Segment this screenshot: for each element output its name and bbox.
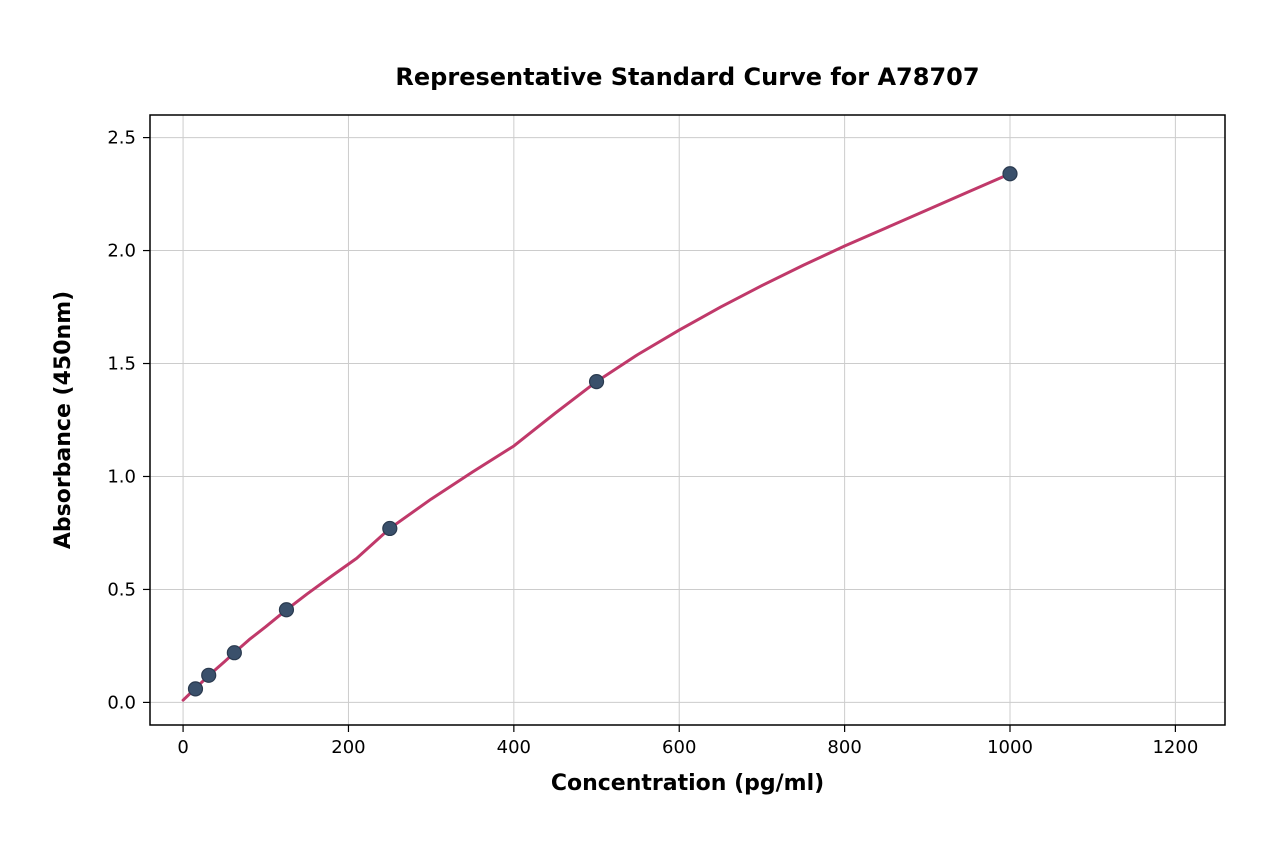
x-tick-label: 800 (827, 737, 861, 758)
data-point (383, 521, 397, 535)
data-point (227, 646, 241, 660)
y-tick-label: 1.5 (107, 354, 136, 375)
data-point (202, 668, 216, 682)
y-axis-label: Absorbance (450nm) (51, 291, 76, 549)
x-axis-label: Concentration (pg/ml) (551, 771, 824, 796)
y-tick-label: 2.0 (107, 241, 136, 262)
y-tick-label: 0.5 (107, 579, 136, 600)
standard-curve-chart: 0 200 400 600 800 1000 1200 0.0 0.5 1.0 1.5 2.0 2.5 C… (0, 0, 1280, 845)
x-tick-label: 1200 (1152, 737, 1198, 758)
data-point (188, 682, 202, 696)
x-tick-label: 600 (662, 737, 696, 758)
x-tick-label: 0 (177, 737, 188, 758)
x-tick-label: 400 (497, 737, 531, 758)
y-tick-label: 1.0 (107, 466, 136, 487)
chart-title: Representative Standard Curve for A78707 (395, 63, 979, 91)
chart-container: 0 200 400 600 800 1000 1200 0.0 0.5 1.0 1.5 2.0 2.5 C… (0, 0, 1280, 845)
y-tick-label: 0.0 (107, 692, 136, 713)
data-point (590, 375, 604, 389)
data-point (279, 603, 293, 617)
x-tick-label: 200 (331, 737, 365, 758)
x-tick-label: 1000 (987, 737, 1033, 758)
data-point (1003, 167, 1017, 181)
y-tick-label: 2.5 (107, 128, 136, 149)
